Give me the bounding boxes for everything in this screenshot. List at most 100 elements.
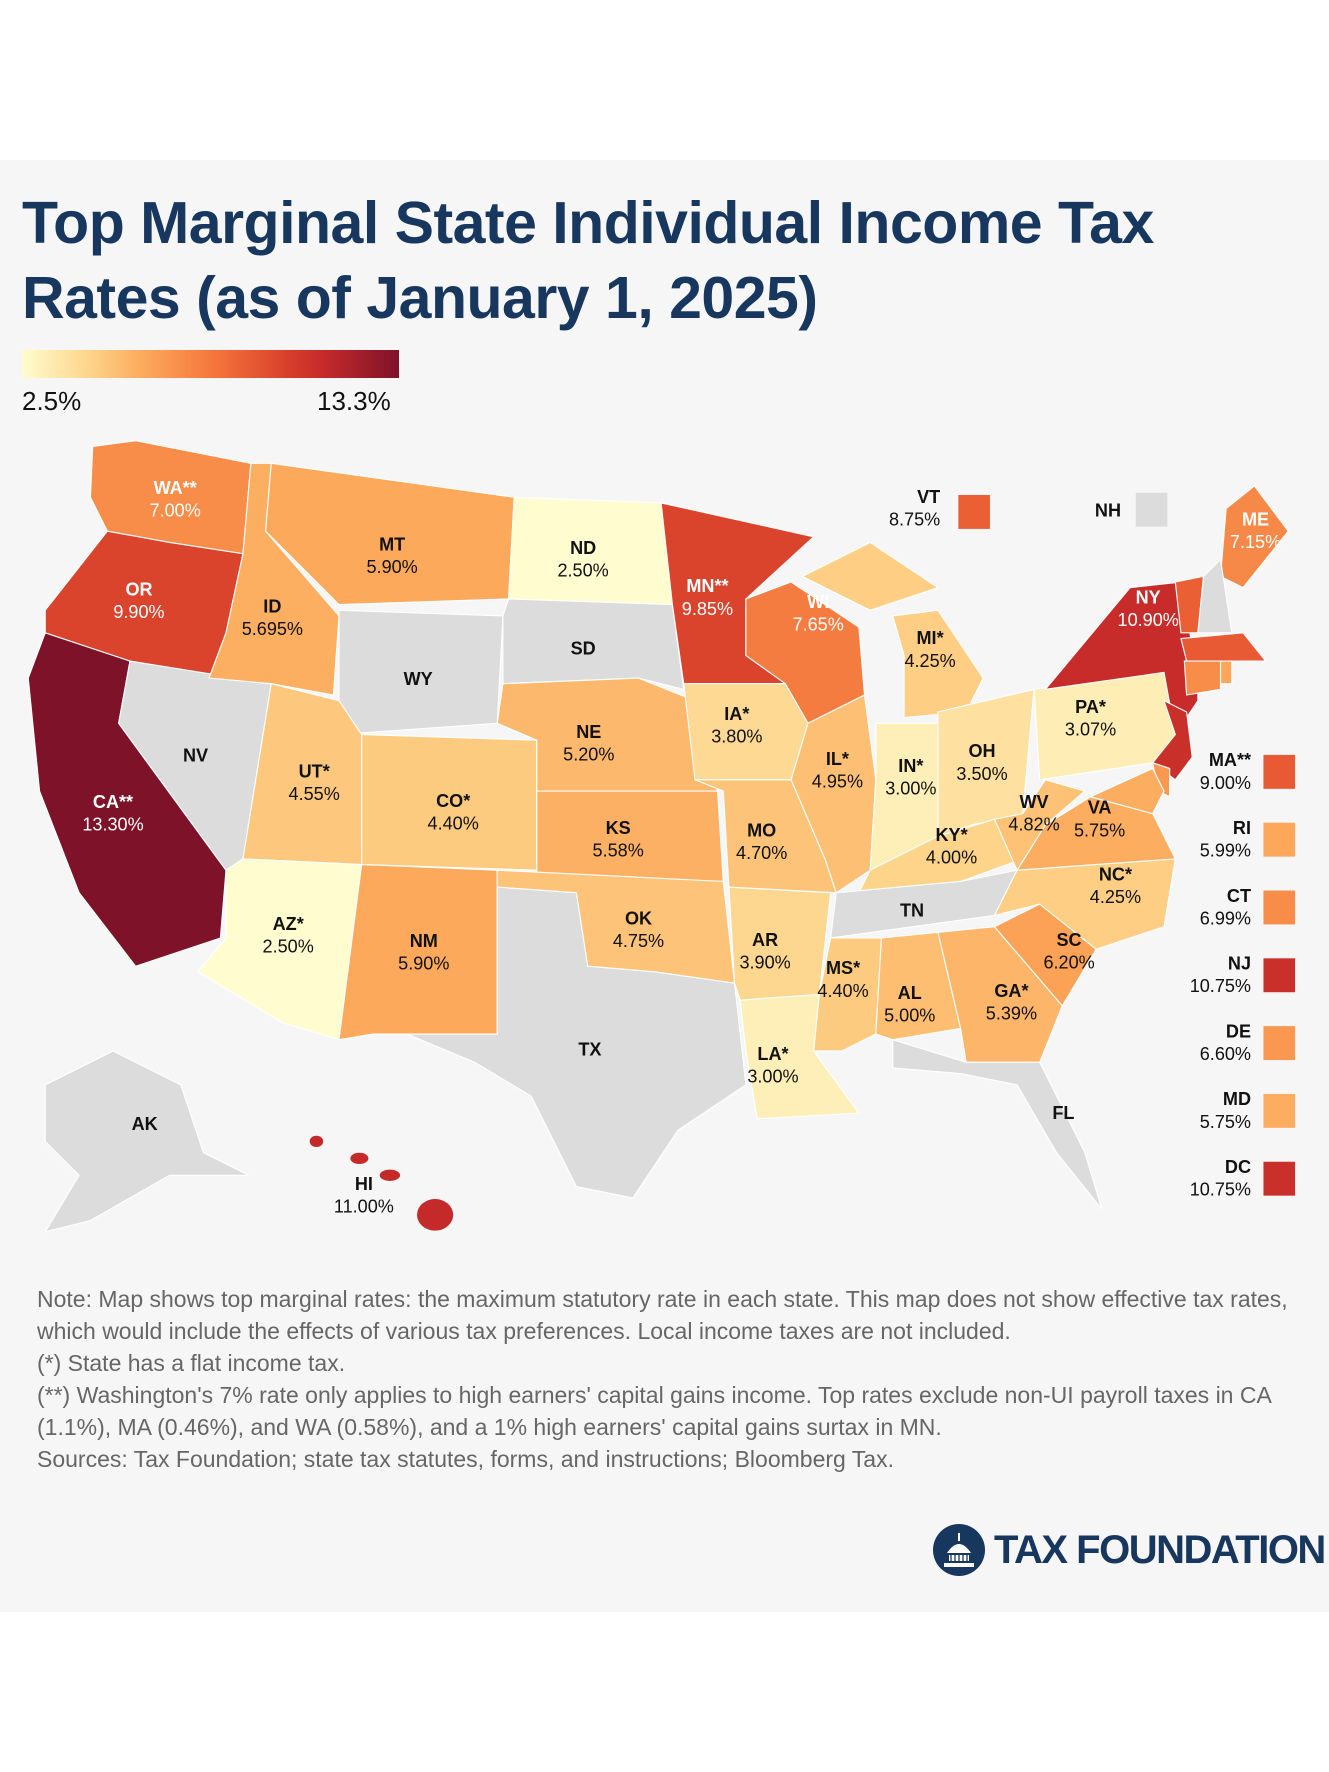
callout-code-label: NJ (1228, 954, 1251, 974)
state-al (875, 931, 962, 1041)
state-ri (1219, 660, 1233, 685)
callout-swatch-de (1263, 1026, 1296, 1061)
state-rate-label: 5.58% (593, 841, 644, 861)
callout-swatch-md (1263, 1093, 1296, 1128)
callout-rate-label: 10.75% (1190, 976, 1251, 996)
state-code-label: LA* (757, 1044, 789, 1064)
callout-code-label: NH (1095, 500, 1121, 520)
state-code-label: MN** (686, 576, 729, 596)
callout-code-label: MA** (1209, 750, 1252, 770)
state-code-label: OR (125, 580, 152, 600)
callout-rate-label: 10.75% (1190, 1180, 1251, 1200)
state-rate-label: 3.90% (739, 952, 790, 972)
state-code-label: HI (355, 1174, 373, 1194)
callout-rate-label: 5.75% (1200, 1112, 1251, 1132)
state-code-label: OH (968, 741, 995, 761)
state-rate-label: 7.00% (150, 500, 201, 520)
note-main: Note: Map shows top marginal rates: the … (37, 1286, 1288, 1344)
state-code-label: TX (578, 1040, 601, 1060)
state-code-label: NV (183, 746, 208, 766)
state-rate-label: 6.20% (1043, 952, 1094, 972)
state-rate-label: 4.40% (428, 813, 479, 833)
state-rate-label: 4.70% (736, 843, 787, 863)
state-rate-label: 9.85% (682, 599, 733, 619)
state-nh (1197, 558, 1233, 634)
state-rate-label: 3.07% (1065, 720, 1116, 740)
state-rate-label: 4.40% (817, 981, 868, 1001)
state-rate-label: 5.00% (884, 1006, 935, 1026)
capitol-dome-icon (933, 1524, 985, 1576)
callout-code-label: DE (1226, 1021, 1251, 1041)
state-rate-label: 4.95% (812, 772, 863, 792)
state-code-label: MS* (826, 958, 861, 978)
callout-rate-label: 6.60% (1200, 1044, 1251, 1064)
state-ma (1180, 632, 1267, 662)
state-code-label: WV (1019, 792, 1048, 812)
state-code-label: IN* (898, 756, 924, 776)
notes: Note: Map shows top marginal rates: the … (37, 1283, 1297, 1475)
state-code-label: VA (1088, 798, 1112, 818)
state-code-label: UT* (299, 762, 331, 782)
color-scale-bar (22, 350, 399, 378)
state-code-label: NE (576, 722, 601, 742)
state-code-label: FL (1052, 1103, 1074, 1123)
state-rate-label: 5.695% (242, 619, 303, 639)
state-rate-label: 4.55% (289, 784, 340, 804)
state-rate-label: 3.80% (711, 726, 762, 746)
state-ak (44, 1050, 249, 1233)
state-rate-label: 5.90% (367, 557, 418, 577)
state-mt (264, 462, 515, 606)
state-code-label: ID (263, 597, 281, 617)
state-rate-label: 13.30% (82, 815, 143, 835)
callout-code-label: CT (1227, 886, 1251, 906)
state-ct (1183, 660, 1222, 696)
state-rate-label: 10.90% (1118, 610, 1179, 630)
callout-swatch-vt (958, 494, 990, 529)
state-nj (1151, 699, 1193, 781)
callout-code-label: RI (1233, 818, 1251, 838)
state-code-label: MI* (917, 628, 945, 648)
callout-swatch-nh (1135, 492, 1168, 527)
state-code-label: AK (132, 1114, 158, 1134)
callout-code-label: DC (1225, 1157, 1251, 1177)
state-rate-label: 2.50% (557, 560, 608, 580)
state-code-label: GA* (994, 981, 1029, 1001)
state-code-label: AR (752, 930, 778, 950)
state-code-label: TN (900, 901, 924, 921)
state-code-label: ND (570, 538, 596, 558)
state-rate-label: 5.39% (986, 1003, 1037, 1023)
callout-rate-label: 8.75% (889, 509, 940, 529)
state-code-label: CA** (93, 792, 134, 812)
state-il (790, 694, 877, 894)
state-code-label: MT (379, 534, 405, 554)
callout-swatch-ct (1263, 890, 1296, 925)
state-rate-label: 5.90% (398, 954, 449, 974)
state-code-label: AL (898, 983, 922, 1003)
state-code-label: OK (625, 908, 652, 928)
state-hi-island (417, 1199, 454, 1231)
state-hi-island (379, 1169, 401, 1181)
state-rate-label: 3.00% (747, 1067, 798, 1087)
page-title: Top Marginal State Individual Income Tax… (22, 190, 1154, 331)
state-wv (993, 779, 1087, 872)
state-code-label: NY (1136, 587, 1161, 607)
state-fl (892, 1038, 1103, 1210)
callout-rate-label: 9.00% (1200, 773, 1251, 793)
state-code-label: KS (606, 818, 631, 838)
note-sources: Sources: Tax Foundation; state tax statu… (37, 1446, 894, 1472)
state-code-label: AZ* (273, 914, 305, 934)
state-code-label: NM (410, 931, 438, 951)
state-rate-label: 4.25% (1090, 887, 1141, 907)
state-rate-label: 5.20% (563, 745, 614, 765)
state-code-label: ME (1242, 509, 1269, 529)
scale-min-label: 2.5% (22, 386, 82, 416)
state-code-label: MO (747, 820, 776, 840)
state-rate-label: 5.75% (1074, 820, 1125, 840)
state-code-label: NC* (1099, 864, 1133, 884)
state-code-label: IA* (724, 704, 750, 724)
state-rate-label: 3.00% (885, 778, 936, 798)
callout-code-label: VT (917, 487, 940, 507)
state-code-label: SD (571, 638, 596, 658)
state-rate-label: 9.90% (113, 602, 164, 622)
